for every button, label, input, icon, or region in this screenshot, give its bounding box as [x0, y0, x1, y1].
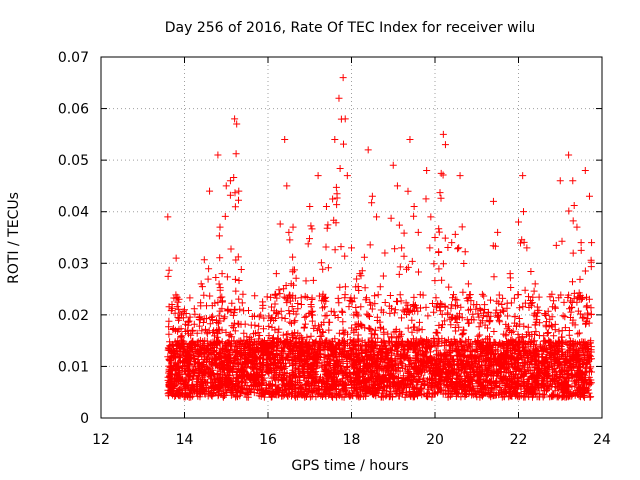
y-tick-label: 0.04: [58, 205, 89, 221]
y-tick-label: 0.06: [58, 102, 89, 118]
data-point: [565, 151, 573, 159]
x-tick-label: 22: [510, 432, 528, 448]
data-point: [356, 270, 364, 278]
data-point: [283, 182, 291, 190]
data-point: [164, 213, 172, 221]
data-point: [197, 280, 205, 288]
data-point: [348, 244, 355, 252]
data-point: [540, 347, 548, 355]
data-point: [588, 239, 596, 247]
data-point: [189, 326, 197, 334]
data-points: [164, 74, 596, 401]
data-point: [218, 270, 226, 278]
data-point: [239, 290, 247, 298]
data-point: [581, 166, 589, 174]
data-point: [314, 172, 322, 180]
data-point: [364, 146, 372, 154]
y-tick-label: 0.05: [58, 153, 89, 169]
data-point: [331, 136, 339, 144]
data-point: [389, 161, 397, 169]
data-point: [519, 172, 527, 180]
x-tick-label: 24: [593, 432, 611, 448]
data-point-cloud: [164, 115, 595, 401]
data-point: [231, 115, 239, 123]
data-point: [414, 228, 422, 236]
data-point: [206, 187, 214, 195]
data-point: [573, 223, 581, 231]
data-point: [368, 192, 376, 200]
data-point: [297, 301, 305, 309]
data-point: [247, 321, 255, 329]
data-point: [464, 280, 472, 288]
data-point: [285, 228, 293, 236]
data-point: [341, 115, 349, 123]
data-point: [168, 301, 176, 309]
data-point: [577, 239, 585, 247]
y-axis-title: ROTI / TECUs: [6, 192, 22, 284]
data-point: [498, 301, 506, 309]
data-point: [427, 213, 435, 221]
x-tick-label: 16: [259, 432, 277, 448]
x-tick-label: 12: [92, 432, 110, 448]
data-point: [289, 223, 297, 231]
data-point: [548, 290, 556, 298]
data-point: [481, 321, 489, 329]
data-point: [431, 234, 439, 241]
x-tick-label: 18: [343, 432, 361, 448]
x-tick-label: 20: [426, 432, 444, 448]
data-point: [585, 192, 593, 200]
data-point: [515, 218, 522, 226]
data-point: [423, 166, 431, 174]
chart-title: Day 256 of 2016, Rate Of TEC Index for r…: [165, 20, 535, 36]
data-point: [322, 203, 330, 211]
data-point: [448, 239, 456, 247]
data-point: [439, 130, 447, 138]
x-tick-label: 14: [176, 432, 194, 448]
data-point: [256, 331, 264, 339]
data-point: [494, 228, 502, 236]
data-point: [556, 177, 564, 185]
axes: [100, 56, 603, 419]
tick-labels: 12 14 16 18 20 22 24 0 0.01 0.02 0.03 0.04 0.05 0.06 0…: [58, 50, 611, 448]
data-point: [489, 197, 497, 205]
y-tick-label: 0.01: [58, 359, 89, 375]
data-point: [456, 172, 464, 180]
y-tick-label: 0.07: [58, 50, 89, 66]
data-point: [398, 244, 406, 252]
data-point: [406, 136, 414, 144]
data-point: [226, 177, 234, 185]
data-point: [531, 280, 539, 288]
data-point: [216, 223, 224, 231]
data-point: [272, 270, 280, 278]
data-point: [335, 94, 343, 102]
y-tick-label: 0: [80, 411, 89, 427]
data-point: [393, 182, 401, 190]
data-point: [281, 136, 289, 144]
y-tick-label: 0.02: [58, 308, 89, 324]
data-point: [473, 301, 481, 309]
data-point: [214, 151, 222, 159]
data-point: [535, 331, 543, 339]
data-point: [381, 249, 389, 257]
data-point: [569, 177, 577, 185]
data-point: [373, 213, 381, 221]
data-point: [441, 141, 449, 149]
data-point: [306, 203, 314, 211]
x-axis-title: GPS time / hours: [291, 458, 408, 474]
plot-frame: [100, 56, 603, 419]
y-tick-label: 0.03: [58, 256, 89, 272]
data-point: [222, 182, 230, 190]
data-point: [172, 254, 180, 262]
data-point: [233, 120, 241, 128]
data-point: [235, 187, 243, 195]
data-point: [506, 270, 514, 278]
data-point: [339, 74, 347, 82]
data-point: [181, 306, 188, 314]
data-point: [523, 244, 531, 252]
data-point: [343, 172, 351, 180]
data-point: [264, 337, 272, 345]
data-point: [410, 203, 418, 211]
